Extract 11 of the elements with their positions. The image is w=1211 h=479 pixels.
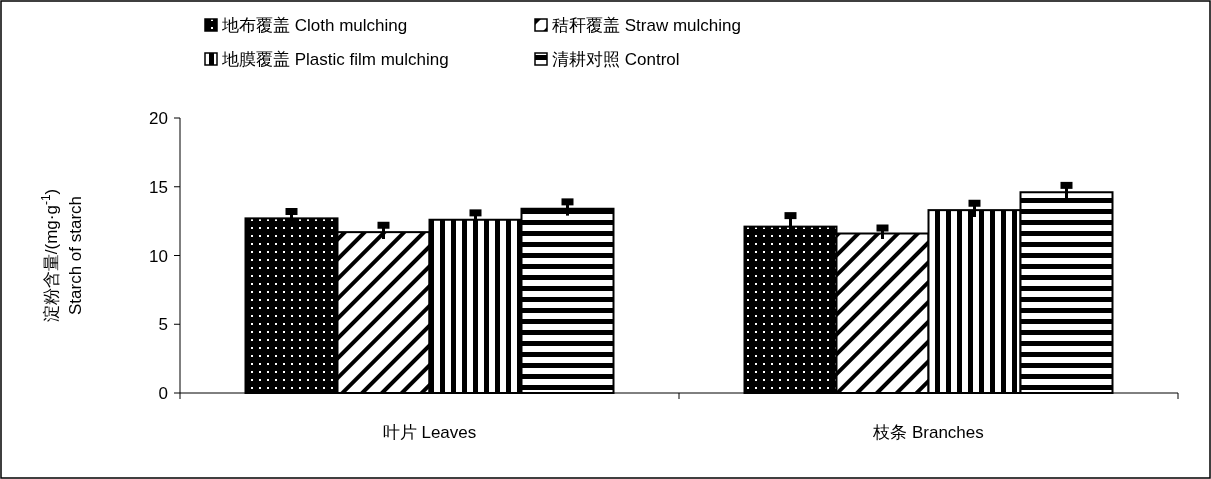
y-tick-label: 15 — [149, 177, 168, 197]
y-tick-label: 5 — [158, 315, 168, 335]
x-tick-label: 枝条 Branches — [872, 423, 984, 442]
x-tick-label: 叶片 Leaves — [382, 423, 477, 442]
y-tick-label: 0 — [158, 384, 168, 403]
legend-label: 秸秆覆盖 Straw mulching — [552, 16, 741, 35]
y-tick-label: 10 — [149, 246, 168, 266]
legend-label: 清耕对照 Control — [552, 50, 680, 69]
y-tick-label: 20 — [149, 109, 168, 128]
legend-label: 地膜覆盖 Plastic film mulching — [221, 50, 449, 69]
legend-label: 地布覆盖 Cloth mulching — [221, 16, 408, 35]
